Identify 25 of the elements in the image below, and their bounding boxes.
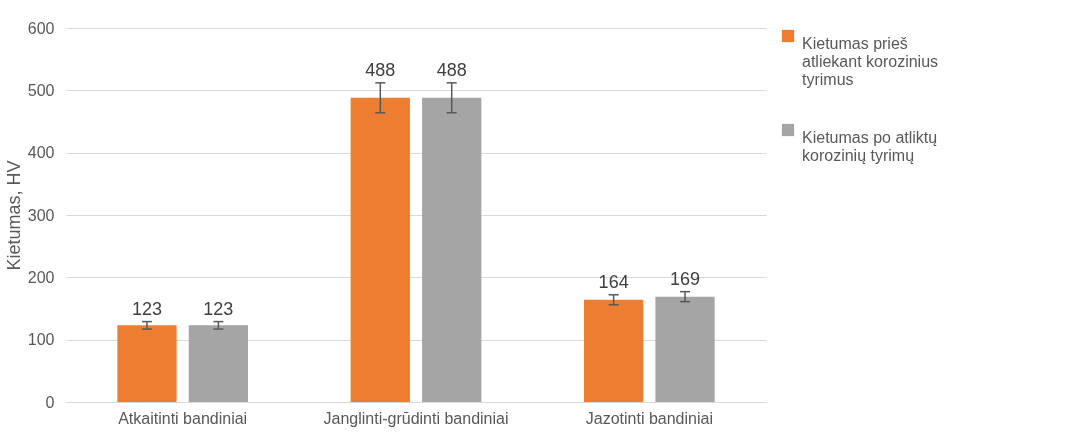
- data-label: 169: [670, 268, 701, 289]
- y-tick-label: 200: [27, 268, 55, 286]
- data-label: 488: [436, 59, 467, 80]
- x-tick-label: Janglinti-grūdinti bandiniai: [323, 409, 509, 427]
- data-label: 123: [131, 298, 162, 319]
- legend-label: Kietumas prieš atliekant korozinius tyrimus: [802, 35, 939, 88]
- bar: [350, 97, 410, 402]
- bar: [117, 325, 177, 402]
- y-tick-label: 500: [27, 81, 55, 99]
- bar: [584, 299, 644, 402]
- data-label: 123: [203, 298, 234, 319]
- y-tick-label: 0: [45, 393, 55, 411]
- data-label: 164: [598, 271, 629, 292]
- x-tick-label: Atkaitinti bandiniai: [118, 409, 248, 427]
- data-label: 488: [365, 59, 396, 80]
- y-tick-label: 300: [27, 206, 55, 224]
- y-tick-label: 600: [27, 19, 55, 37]
- bar: [188, 325, 248, 402]
- legend-label: Kietumas po atliktų korozinių tyrimų: [802, 129, 938, 164]
- bar: [422, 97, 482, 402]
- x-tick-label: Jazotinti bandiniai: [585, 409, 713, 427]
- y-tick-label: 400: [27, 144, 55, 162]
- y-axis-title: Kietumas, HV: [3, 160, 24, 271]
- y-tick-label: 100: [27, 331, 55, 349]
- bar: [655, 296, 715, 402]
